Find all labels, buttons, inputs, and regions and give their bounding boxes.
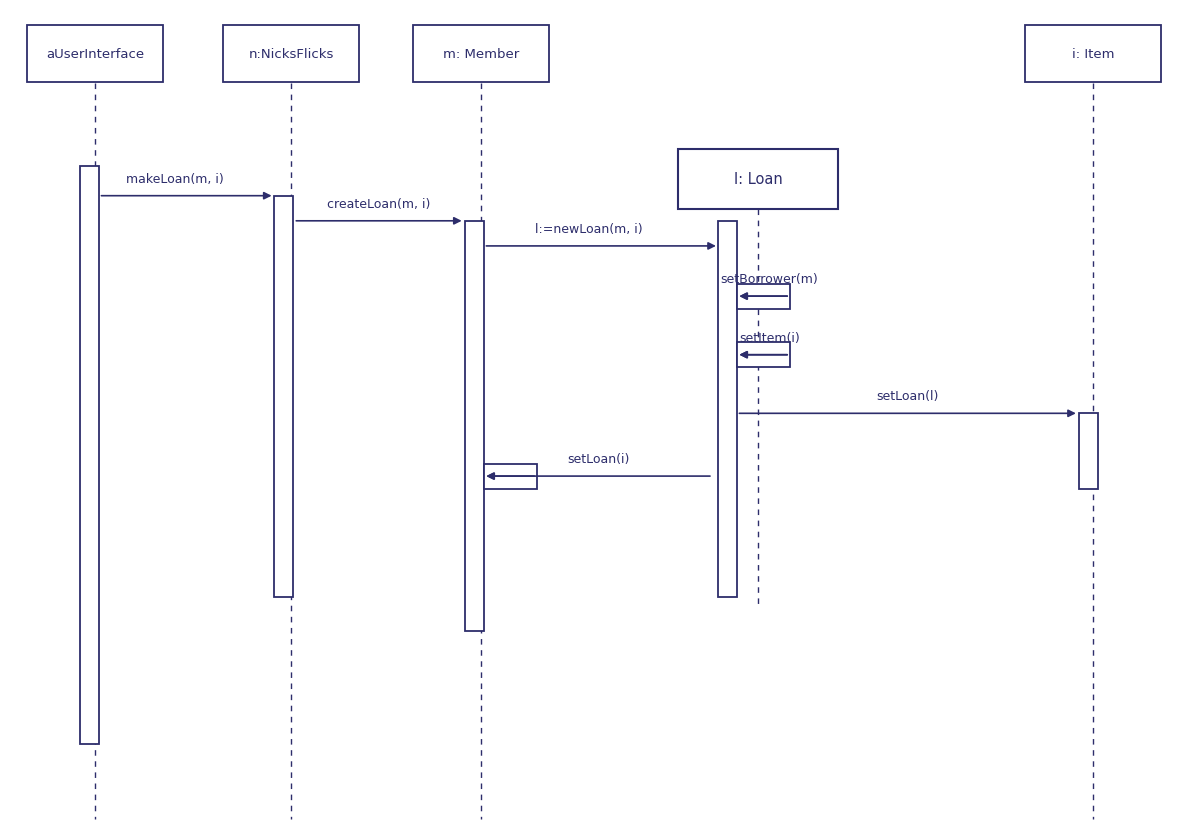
Bar [223,26,359,83]
Bar [737,284,790,309]
Text: createLoan(m, i): createLoan(m, i) [327,197,431,211]
Bar [1079,414,1098,489]
Text: setLoan(l): setLoan(l) [877,390,939,403]
Text: makeLoan(m, i): makeLoan(m, i) [126,172,223,186]
Text: m: Member: m: Member [443,48,519,61]
Bar [274,196,293,598]
Text: setItem(i): setItem(i) [739,331,800,344]
Text: setBorrower(m): setBorrower(m) [720,273,819,286]
Bar [737,343,790,368]
Bar [465,222,484,631]
Text: i: Item: i: Item [1072,48,1114,61]
Text: l: Loan: l: Loan [733,172,783,187]
Bar [484,464,537,489]
Text: aUserInterface: aUserInterface [46,48,144,61]
Bar [80,167,99,744]
Bar [26,26,164,83]
Bar [413,26,549,83]
Text: n:NicksFlicks: n:NicksFlicks [248,48,334,61]
Text: setLoan(i): setLoan(i) [567,452,630,466]
Bar [1024,26,1161,83]
Bar [677,150,839,210]
Text: l:=newLoan(m, i): l:=newLoan(m, i) [536,222,643,236]
Bar [718,222,737,598]
